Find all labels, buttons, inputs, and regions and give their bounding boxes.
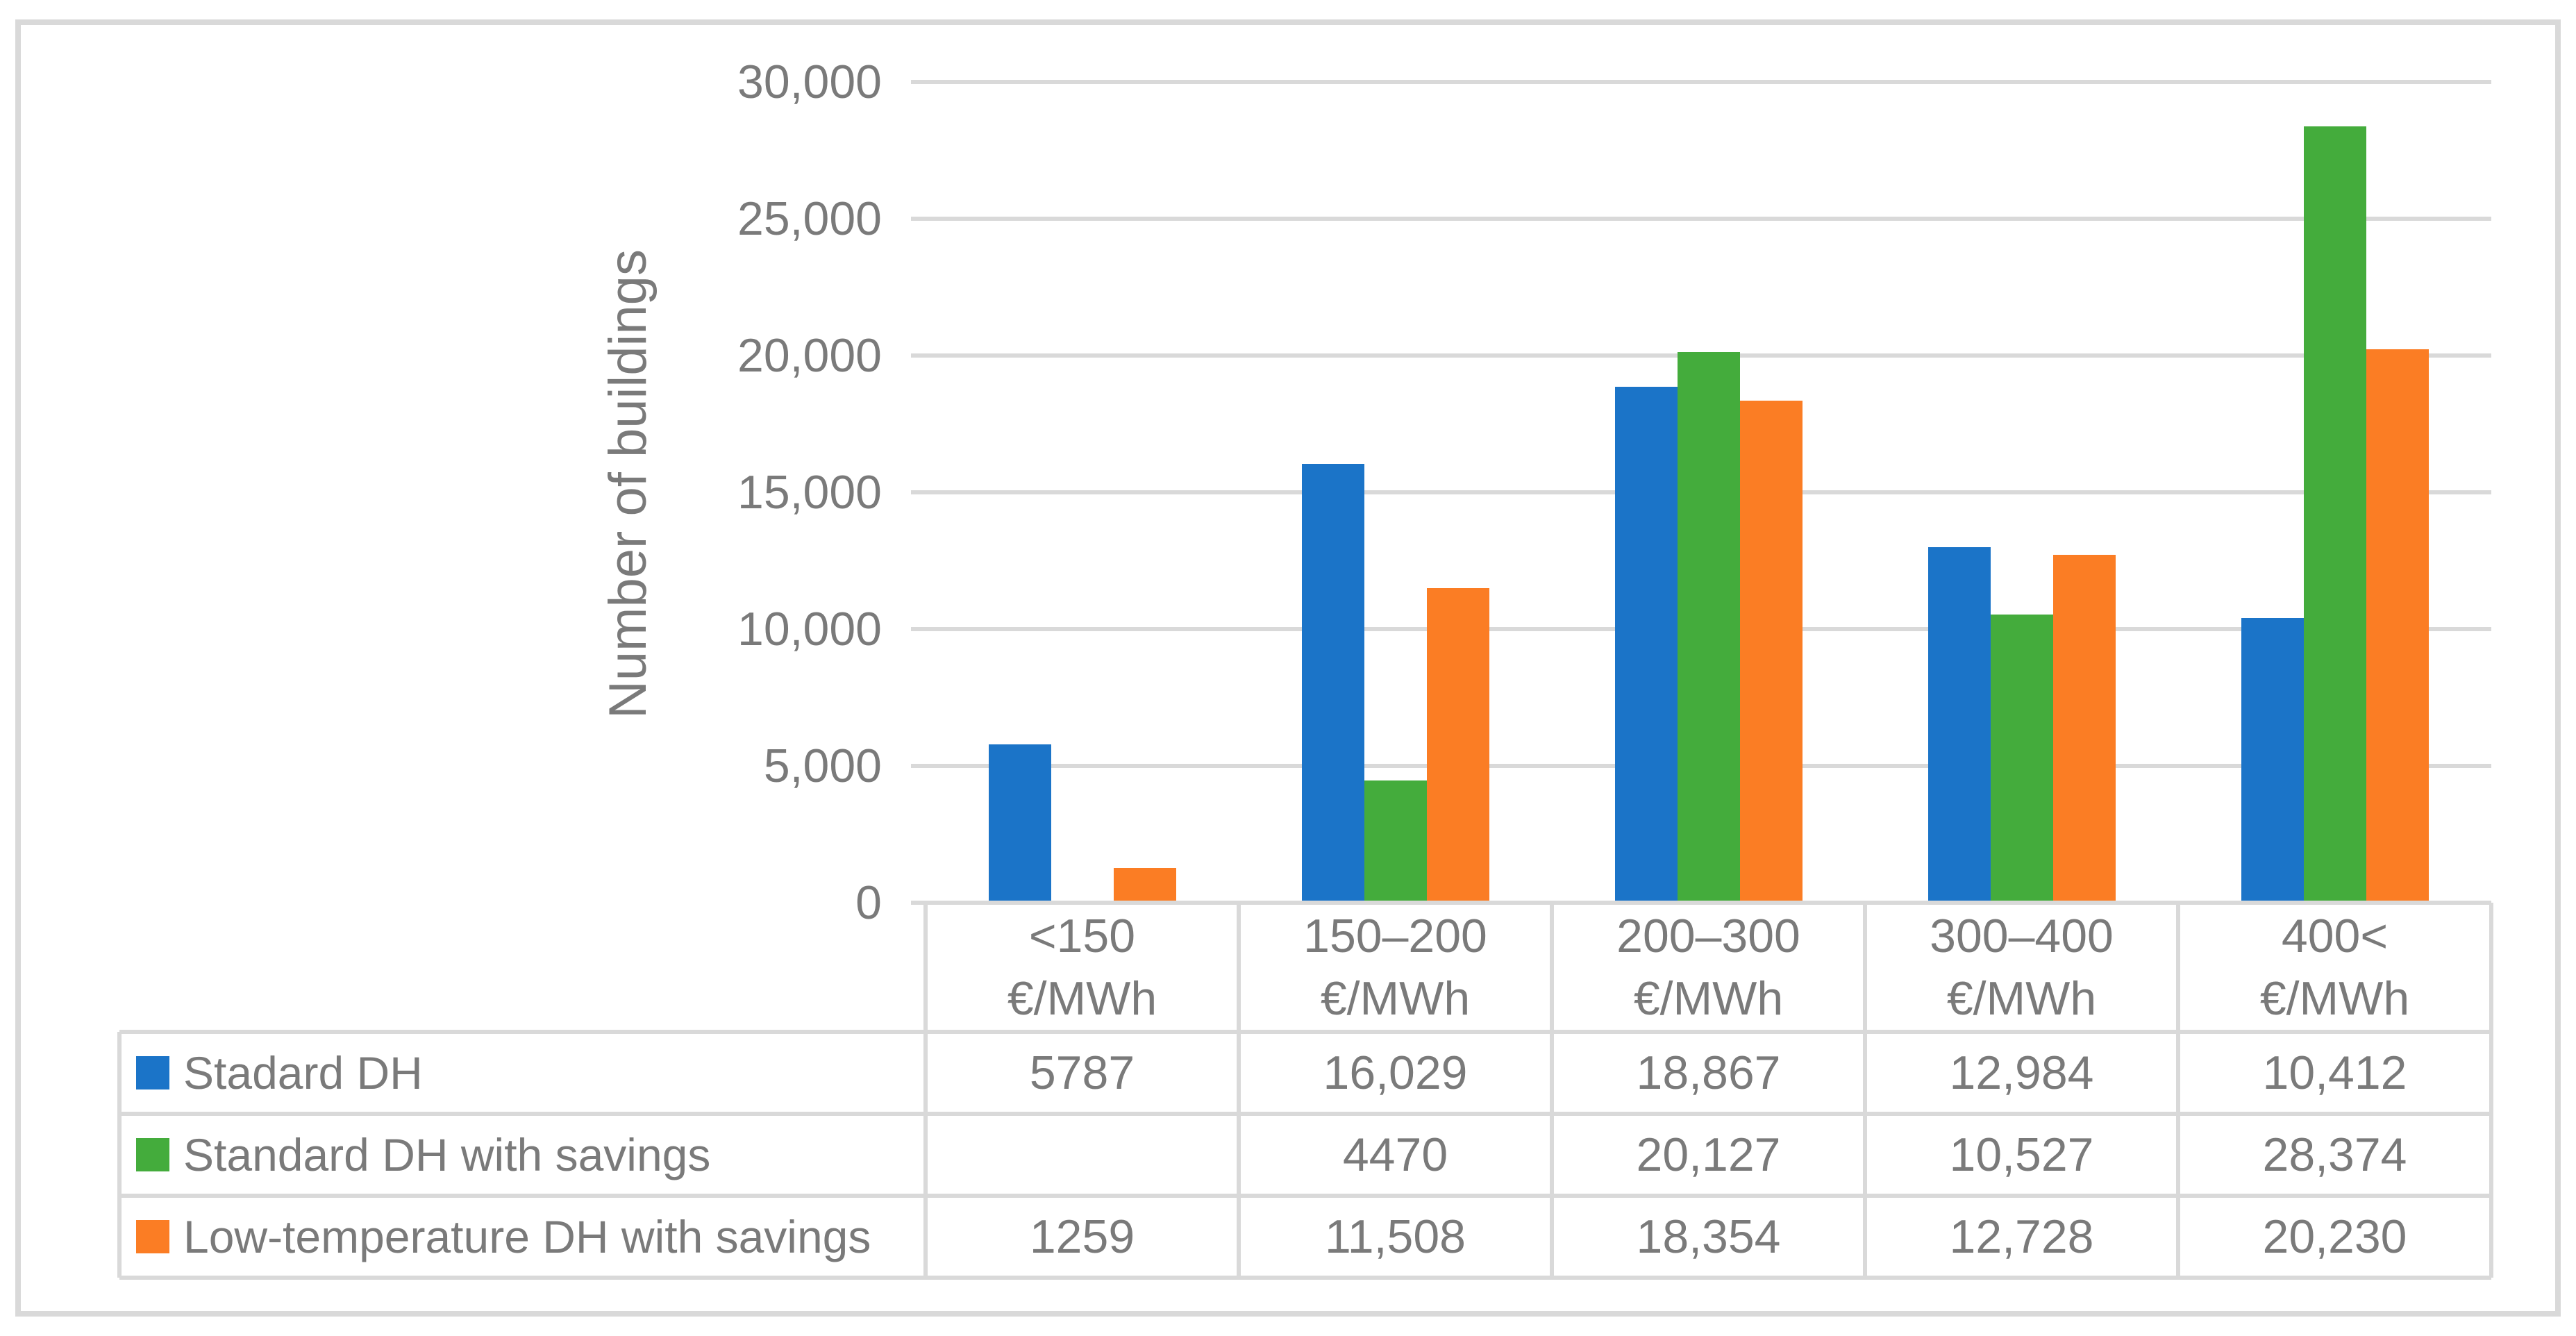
category-unit-label: €/MWh: [1007, 972, 1157, 1025]
y-tick-mark: [911, 353, 926, 358]
bar: [1426, 587, 1489, 903]
category-range-label: 150–200: [1303, 910, 1487, 962]
category-range-label: 400<: [2281, 910, 2389, 962]
bar: [2366, 349, 2429, 903]
figure-border: [15, 19, 2561, 1317]
value-cell: 18,354: [1636, 1210, 1781, 1263]
category-unit-label: €/MWh: [1946, 972, 2097, 1025]
value-cell: 5787: [1029, 1046, 1135, 1099]
y-tick-label: 20,000: [737, 329, 882, 382]
value-cell: 20,230: [2262, 1210, 2407, 1263]
y-tick-mark: [911, 217, 926, 221]
bar: [2303, 126, 2366, 903]
value-cell: 12,984: [1949, 1046, 2094, 1099]
bar: [2241, 617, 2304, 903]
category-range-label: <150: [1028, 910, 1136, 962]
table-border: [1863, 903, 1867, 1278]
y-tick-label: 15,000: [737, 466, 882, 519]
y-tick-label: 5,000: [763, 740, 882, 792]
y-tick-label: 0: [855, 876, 882, 929]
value-cell: 1259: [1029, 1210, 1135, 1263]
table-border: [923, 903, 928, 1278]
y-tick-mark: [911, 901, 926, 905]
legend-swatch: [136, 1220, 169, 1253]
table-border: [119, 1112, 2491, 1116]
value-cell: 10,412: [2262, 1046, 2407, 1099]
value-cell: 11,508: [1325, 1210, 1466, 1263]
category-header-cell: 300–400 €/MWh: [1865, 903, 2178, 1032]
bar: [1990, 615, 2053, 903]
table-border: [2489, 903, 2493, 1278]
table-border: [2176, 903, 2180, 1278]
value-cell: 28,374: [2262, 1128, 2407, 1181]
legend-series-name: Stadard DH: [183, 1047, 423, 1099]
category-header-cell: 200–300 €/MWh: [1552, 903, 1865, 1032]
bar: [1927, 547, 1991, 903]
value-cell: 20,127: [1636, 1128, 1781, 1181]
gridline: [926, 80, 2491, 84]
legend-swatch: [136, 1138, 169, 1171]
legend-swatch: [136, 1056, 169, 1089]
value-cell: 4470: [1342, 1128, 1448, 1181]
value-cell: 18,867: [1636, 1046, 1781, 1099]
table-border: [119, 1194, 2491, 1198]
bar: [1113, 868, 1176, 903]
bar: [2052, 554, 2116, 903]
value-cell: 12,728: [1949, 1210, 2094, 1263]
legend-series-name: Low-temperature DH with savings: [183, 1211, 871, 1262]
y-tick-label: 25,000: [737, 192, 882, 245]
bar: [988, 744, 1051, 903]
y-tick-mark: [911, 764, 926, 768]
category-range-label: 300–400: [1930, 910, 2114, 962]
gridline: [926, 217, 2491, 221]
category-header-cell: 150–200 €/MWh: [1239, 903, 1552, 1032]
bar: [1614, 386, 1678, 903]
category-unit-label: €/MWh: [2259, 972, 2410, 1025]
y-tick-label: 10,000: [737, 603, 882, 656]
y-tick-mark: [911, 80, 926, 84]
value-cell: 16,029: [1323, 1046, 1468, 1099]
table-border: [1237, 903, 1241, 1278]
category-unit-label: €/MWh: [1320, 972, 1471, 1025]
legend-series-name: Standard DH with savings: [183, 1129, 711, 1180]
y-tick-label: 30,000: [737, 56, 882, 108]
category-unit-label: €/MWh: [1633, 972, 1784, 1025]
y-tick-mark: [911, 490, 926, 494]
value-cell: [926, 1114, 1239, 1196]
table-border: [119, 1030, 2491, 1034]
table-border: [117, 1032, 122, 1278]
bar: [1739, 400, 1803, 903]
value-cell: 10,527: [1949, 1128, 2094, 1181]
bar: [1677, 351, 1740, 903]
category-header-cell: 400< €/MWh: [2178, 903, 2491, 1032]
bar: [1301, 464, 1364, 903]
category-header-cell: <150 €/MWh: [926, 903, 1239, 1032]
table-border: [119, 1276, 2491, 1280]
category-range-label: 200–300: [1616, 910, 1800, 962]
bar: [1364, 780, 1427, 903]
table-border: [926, 901, 2491, 905]
table-border: [1550, 903, 1554, 1278]
y-tick-mark: [911, 627, 926, 631]
